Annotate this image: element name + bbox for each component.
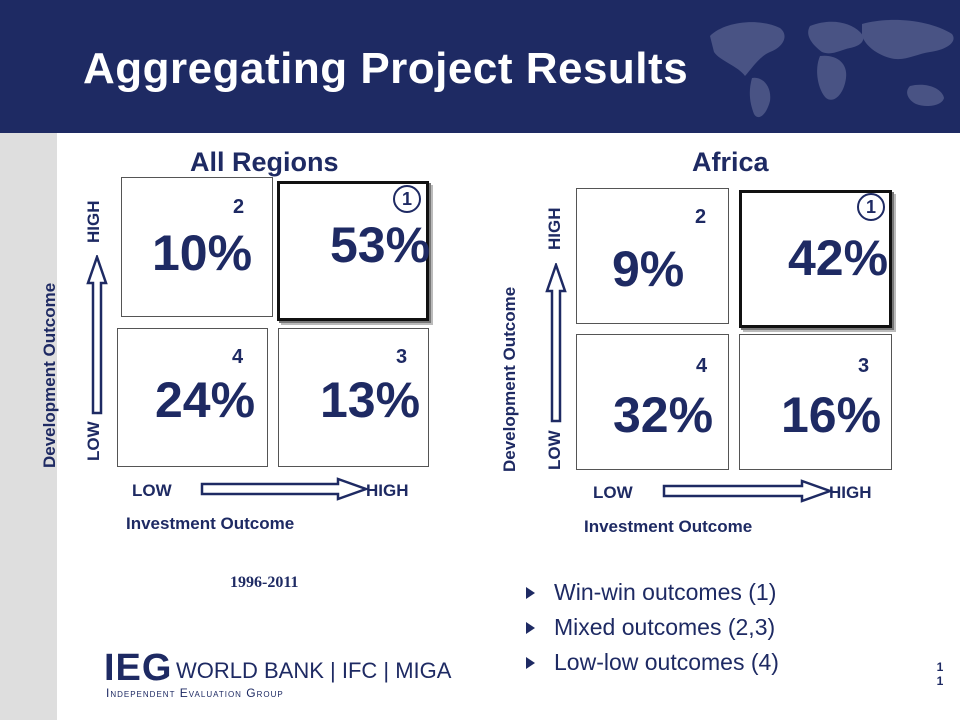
quadrant-percent: 13% <box>320 372 421 428</box>
y-axis-arrow-icon <box>86 255 108 415</box>
x-axis-low-label: LOW <box>593 483 633 502</box>
y-axis-title: Development Outcome <box>40 282 59 468</box>
triangle-bullet-icon <box>526 657 535 669</box>
quadrant-percent: 10% <box>152 225 253 281</box>
x-axis-high-label: HIGH <box>829 483 872 502</box>
bullet-item: Low-low outcomes (4) <box>524 645 779 680</box>
y-axis-title: Development Outcome <box>500 286 519 472</box>
quadrant-number: 3 <box>396 346 408 368</box>
quadrant-number: 3 <box>858 355 870 377</box>
quadrant-percent: 32% <box>613 387 714 443</box>
quadrant-number: 2 <box>233 196 245 218</box>
world-map-icon <box>710 19 954 118</box>
quadrant-bottom-right-all-regions <box>278 328 429 467</box>
quadrant-bottom-right-africa <box>739 334 892 470</box>
header-bar: Aggregating Project Results <box>0 0 960 133</box>
page-number-digit: 1 <box>936 674 944 688</box>
y-axis-arrow-icon <box>545 263 567 423</box>
y-axis-high-label: HIGH <box>545 207 564 251</box>
y-axis-low-label: LOW <box>545 430 564 470</box>
ieg-logo-mark: IEG <box>104 647 173 689</box>
logo-orgs: WORLD BANK | IFC | MIGA <box>176 658 452 683</box>
x-axis-low-label: LOW <box>132 481 172 500</box>
y-axis-high-label: HIGH <box>84 200 103 244</box>
quadrant-percent: 53% <box>330 217 431 273</box>
page-number-digit: 1 <box>936 660 944 674</box>
triangle-bullet-icon <box>526 622 535 634</box>
quadrant-percent: 42% <box>788 230 889 286</box>
left-sidebar-strip <box>0 133 57 720</box>
year-range: 1996-2011 <box>230 574 299 591</box>
y-axis-low-label: LOW <box>84 421 103 461</box>
quadrant-percent: 16% <box>781 387 882 443</box>
x-axis-title: Investment Outcome <box>126 514 295 533</box>
bullet-item: Win-win outcomes (1) <box>524 575 779 610</box>
bullet-text: Win-win outcomes (1) <box>554 579 777 605</box>
quadrant-number: 4 <box>696 355 708 377</box>
quadrant-percent: 9% <box>612 241 685 297</box>
legend-bullet-list: Win-win outcomes (1) Mixed outcomes (2,3… <box>524 575 779 680</box>
win-win-circle-badge: 1 <box>393 185 421 213</box>
x-axis-arrow-icon <box>662 479 834 503</box>
bullet-text: Mixed outcomes (2,3) <box>554 614 776 640</box>
bullet-text: Low-low outcomes (4) <box>554 649 779 675</box>
x-axis-high-label: HIGH <box>366 481 409 500</box>
bullet-item: Mixed outcomes (2,3) <box>524 610 779 645</box>
x-axis-title: Investment Outcome <box>584 517 753 536</box>
quadrant-top-left-africa <box>576 188 729 324</box>
quadrant-top-left-all-regions <box>121 177 273 317</box>
x-axis-arrow-icon <box>200 477 370 501</box>
quadrant-number: 2 <box>695 206 707 228</box>
quadrant-bottom-left-africa <box>576 334 729 470</box>
triangle-bullet-icon <box>526 587 535 599</box>
panel-title-all-regions: All Regions <box>190 147 339 177</box>
quadrant-bottom-left-all-regions <box>117 328 268 467</box>
page-title: Aggregating Project Results <box>83 44 689 93</box>
quadrant-percent: 24% <box>155 372 256 428</box>
quadrant-number: 4 <box>232 346 244 368</box>
panel-title-africa: Africa <box>692 147 769 177</box>
logo-subtitle: Independent Evaluation Group <box>106 686 284 700</box>
win-win-circle-badge: 1 <box>857 193 885 221</box>
